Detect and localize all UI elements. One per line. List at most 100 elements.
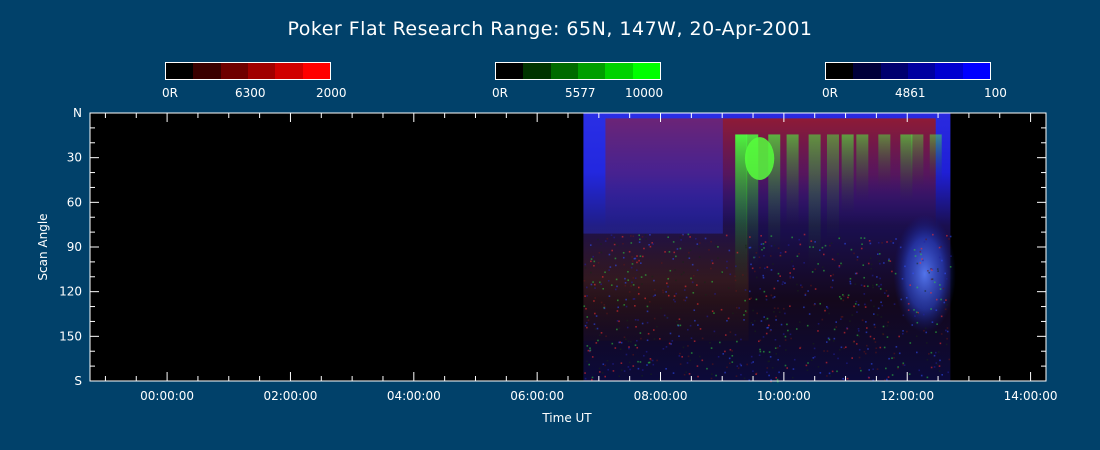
noise-speckle (710, 240, 712, 243)
noise-speckle (873, 323, 876, 326)
noise-speckle (604, 240, 607, 242)
noise-speckle (838, 348, 841, 351)
noise-speckle (693, 340, 696, 343)
noise-speckle (637, 360, 639, 363)
noise-speckle (877, 241, 880, 244)
noise-speckle (618, 320, 620, 323)
noise-speckle (638, 259, 640, 262)
noise-speckle (782, 333, 785, 335)
noise-speckle (734, 279, 737, 282)
noise-speckle (844, 242, 846, 245)
y-tick-label: 30 (67, 151, 82, 165)
noise-speckle (620, 369, 623, 371)
noise-speckle (754, 256, 756, 259)
noise-speckle (691, 263, 694, 266)
noise-speckle (784, 339, 787, 341)
noise-speckle (598, 251, 601, 254)
noise-speckle (765, 298, 768, 301)
noise-speckle (690, 352, 693, 354)
noise-speckle (675, 279, 677, 282)
noise-speckle (849, 320, 851, 322)
noise-speckle (586, 360, 588, 363)
noise-speckle (649, 358, 652, 360)
noise-speckle (597, 339, 599, 342)
noise-speckle (888, 357, 890, 360)
noise-speckle (603, 304, 606, 306)
noise-speckle (940, 245, 942, 248)
noise-speckle (905, 296, 908, 299)
noise-speckle (623, 304, 626, 306)
noise-speckle (886, 325, 889, 327)
noise-speckle (617, 306, 620, 309)
noise-speckle (898, 335, 900, 338)
noise-speckle (646, 310, 649, 313)
noise-speckle (632, 353, 635, 356)
noise-speckle (843, 347, 846, 349)
noise-speckle (760, 234, 762, 237)
noise-speckle (865, 321, 867, 323)
noise-speckle (870, 267, 873, 270)
noise-speckle (726, 260, 728, 263)
noise-speckle (627, 366, 630, 368)
noise-speckle (870, 263, 873, 266)
colorbar-5577-max: 10000 (625, 86, 664, 100)
noise-speckle (828, 372, 831, 375)
noise-speckle (858, 356, 861, 359)
noise-speckle (687, 255, 689, 258)
noise-speckle (682, 261, 684, 263)
noise-speckle (711, 262, 714, 265)
noise-speckle (750, 297, 752, 299)
noise-speckle (606, 237, 609, 240)
noise-speckle (911, 324, 914, 326)
noise-speckle (925, 238, 927, 241)
noise-speckle (600, 301, 603, 304)
noise-speckle (945, 277, 948, 280)
noise-speckle (767, 326, 769, 329)
noise-speckle (841, 263, 843, 266)
emission-5577-streak (735, 134, 748, 296)
noise-speckle (634, 344, 637, 347)
noise-speckle (789, 272, 791, 274)
noise-speckle (946, 337, 948, 340)
emission-5577-streak (786, 134, 799, 229)
noise-speckle (814, 356, 816, 358)
noise-speckle (868, 239, 871, 242)
noise-speckle (773, 244, 776, 247)
noise-speckle (697, 324, 699, 326)
noise-speckle (585, 321, 588, 324)
noise-speckle (806, 369, 809, 371)
noise-speckle (603, 306, 606, 308)
noise-speckle (873, 313, 875, 315)
noise-speckle (891, 270, 893, 273)
noise-speckle (653, 279, 655, 282)
noise-speckle (759, 350, 762, 353)
noise-speckle (646, 364, 648, 366)
noise-speckle (769, 255, 772, 257)
noise-speckle (699, 328, 702, 330)
noise-speckle (623, 370, 626, 372)
noise-speckle (914, 255, 917, 257)
x-tick-label: 06:00:00 (510, 389, 564, 403)
noise-speckle (632, 277, 635, 279)
noise-speckle (669, 269, 672, 272)
noise-speckle (722, 353, 725, 355)
noise-speckle (690, 277, 692, 280)
noise-speckle (759, 339, 762, 342)
noise-speckle (639, 262, 642, 264)
emission-5577-streak (808, 134, 821, 269)
noise-speckle (902, 314, 905, 317)
noise-speckle (840, 297, 842, 300)
noise-speckle (594, 287, 596, 289)
noise-speckle (902, 362, 905, 365)
noise-speckle (923, 313, 925, 316)
noise-speckle (744, 310, 747, 312)
noise-speckle (931, 321, 934, 323)
noise-speckle (933, 354, 936, 357)
noise-speckle (791, 236, 793, 239)
noise-speckle (937, 351, 940, 353)
noise-speckle (874, 341, 877, 343)
noise-speckle (807, 290, 809, 292)
noise-speckle (893, 352, 896, 355)
noise-speckle (936, 323, 938, 325)
noise-speckle (921, 258, 923, 260)
